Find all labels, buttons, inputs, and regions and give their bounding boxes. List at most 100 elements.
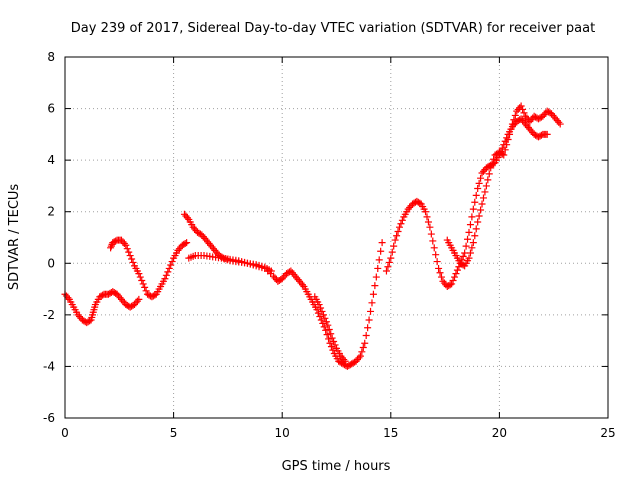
data-point-marker — [322, 326, 330, 334]
data-point-marker — [107, 242, 115, 250]
data-point-marker — [519, 105, 527, 113]
data-point-marker — [385, 258, 393, 266]
data-point-marker — [322, 318, 330, 326]
y-tick-label: 2 — [47, 205, 55, 219]
data-point-marker — [329, 346, 337, 354]
data-point-marker — [168, 258, 176, 266]
data-point-marker — [374, 264, 382, 272]
data-point-marker — [501, 146, 509, 154]
data-point-marker — [477, 206, 485, 214]
data-point-marker — [355, 354, 363, 362]
y-tick-label: 0 — [47, 256, 55, 270]
data-point-marker — [375, 256, 383, 264]
data-point-marker — [327, 343, 335, 351]
data-point-marker — [330, 338, 338, 346]
data-point-marker — [462, 242, 470, 250]
data-point-marker — [382, 267, 390, 275]
data-point-marker — [475, 212, 483, 220]
data-point-marker — [384, 263, 392, 271]
data-point-marker — [556, 120, 564, 128]
data-point-marker — [464, 235, 472, 243]
data-point-marker — [319, 311, 327, 319]
data-point-marker — [162, 271, 170, 279]
data-point-marker — [452, 270, 460, 278]
y-tick-label: -2 — [43, 308, 55, 322]
data-point-marker — [378, 239, 386, 247]
data-point-marker — [324, 321, 332, 329]
data-point-marker — [394, 227, 402, 235]
data-point-marker — [479, 194, 487, 202]
data-point-marker — [472, 191, 480, 199]
y-tick-label: -4 — [43, 359, 55, 373]
plot-frame — [64, 56, 609, 419]
x-axis-label: GPS time / hours — [282, 459, 391, 474]
data-point-marker — [319, 319, 327, 327]
data-point-marker — [507, 125, 515, 133]
data-point-marker — [298, 281, 306, 289]
data-point-marker — [446, 281, 454, 289]
data-point-marker — [487, 164, 495, 172]
data-point-marker — [468, 213, 476, 221]
data-point-marker — [469, 205, 477, 213]
data-point-marker — [472, 225, 480, 233]
data-point-marker — [510, 116, 518, 124]
data-point-marker — [123, 245, 131, 253]
data-point-marker — [139, 280, 147, 288]
data-point-marker — [520, 109, 528, 117]
data-point-marker — [314, 309, 322, 317]
data-point-marker — [181, 240, 189, 248]
data-point-marker — [64, 294, 72, 302]
data-point-marker — [468, 244, 476, 252]
data-point-marker — [142, 287, 150, 295]
data-point-marker — [126, 252, 134, 260]
y-axis-label: SDTVAR / TECUs — [7, 184, 22, 291]
x-tick-label: 10 — [275, 426, 290, 440]
data-point-marker — [424, 218, 432, 226]
data-point-marker — [469, 239, 477, 247]
data-point-marker — [388, 248, 396, 256]
data-point-marker — [474, 185, 482, 193]
data-point-marker — [135, 295, 143, 303]
y-tick-label: 8 — [47, 50, 55, 64]
data-point-marker — [466, 249, 474, 257]
data-point-marker — [141, 283, 149, 291]
data-point-marker — [451, 273, 459, 281]
y-tick-label: 4 — [47, 153, 55, 167]
data-point-marker — [426, 223, 434, 231]
data-point-marker — [435, 264, 443, 272]
data-point-marker — [543, 130, 551, 138]
data-point-marker — [325, 325, 333, 333]
data-point-marker — [327, 330, 335, 338]
data-point-marker — [466, 221, 474, 229]
y-tick-label: -6 — [43, 411, 55, 425]
x-tick-label: 15 — [383, 426, 398, 440]
x-tick-label: 5 — [170, 426, 178, 440]
data-point-marker — [129, 258, 137, 266]
data-point-marker — [387, 254, 395, 262]
data-point-marker — [474, 218, 482, 226]
data-point-marker — [183, 214, 191, 222]
data-point-marker — [138, 276, 146, 284]
data-point-marker — [369, 290, 377, 298]
data-point-marker — [368, 299, 376, 307]
data-point-marker — [316, 313, 324, 321]
data-point-marker — [372, 273, 380, 281]
data-point-marker — [484, 176, 492, 184]
data-point-marker — [128, 255, 136, 263]
data-point-marker — [125, 248, 133, 256]
data-point-marker — [361, 339, 369, 347]
data-point-marker — [120, 240, 128, 248]
data-point-marker — [318, 307, 326, 315]
data-point-marker — [367, 307, 375, 315]
data-point-marker — [517, 102, 525, 110]
data-point-marker — [429, 237, 437, 245]
data-point-marker — [398, 216, 406, 224]
data-point-marker — [504, 136, 512, 144]
data-point-marker — [449, 276, 457, 284]
x-tick-label: 25 — [600, 426, 615, 440]
data-point-marker — [430, 244, 438, 252]
x-tick-label: 0 — [61, 426, 69, 440]
data-point-marker — [364, 324, 372, 332]
data-point-marker — [395, 223, 403, 231]
grid — [65, 57, 608, 418]
